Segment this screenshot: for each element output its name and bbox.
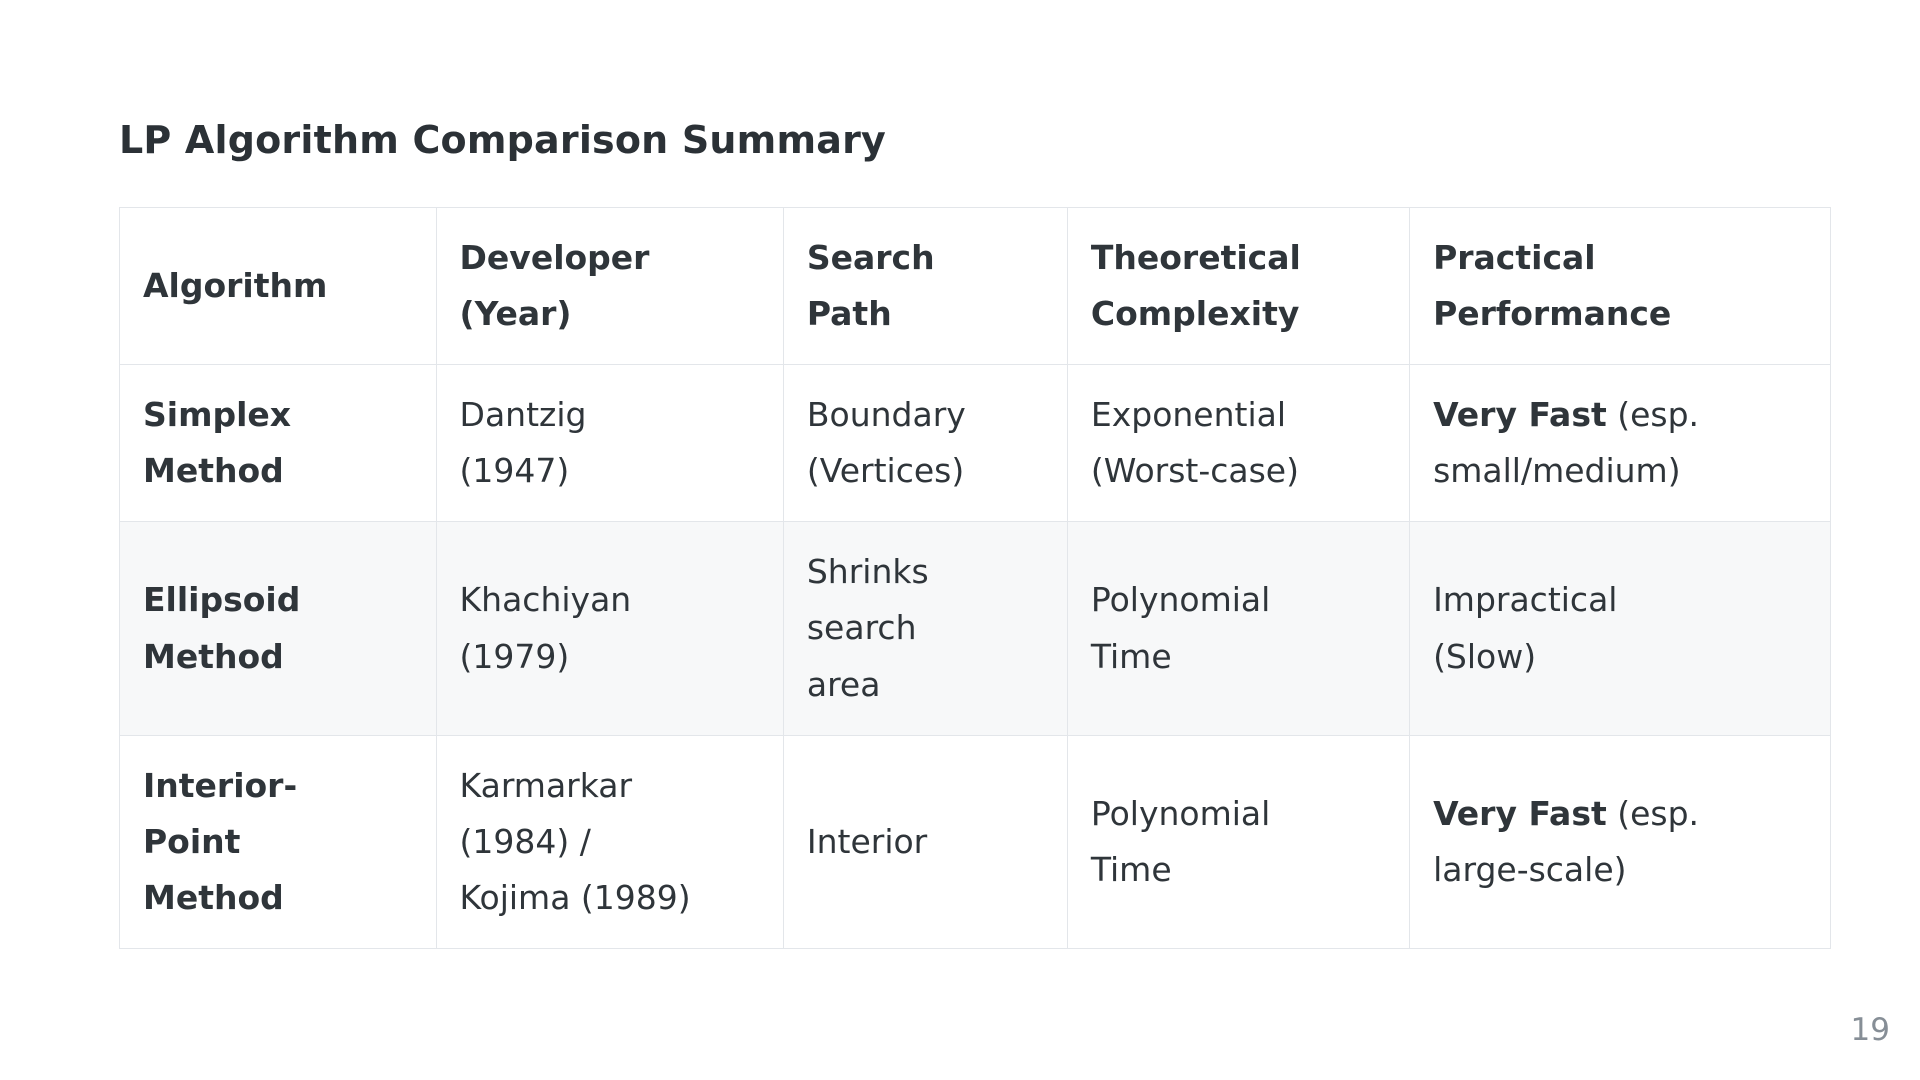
table-row: Interior-Point Method Karmarkar (1984) /…	[119, 734, 1831, 949]
performance-detail: (esp. large-scale)	[1433, 793, 1700, 889]
cell-complexity: Exponential (Worst-case)	[1066, 364, 1411, 523]
cell-developer: Khachiyan (1979)	[435, 521, 784, 736]
table-row: Ellipsoid Method Khachiyan (1979) Shrink…	[119, 521, 1831, 736]
column-header-complexity: Theoretical Complexity	[1066, 206, 1411, 366]
cell-complexity: Polynomial Time	[1066, 521, 1411, 736]
cell-algorithm: Ellipsoid Method	[119, 521, 437, 736]
cell-search-path: Boundary (Vertices)	[782, 364, 1068, 523]
cell-performance: Very Fast (esp. small/medium)	[1409, 364, 1831, 523]
column-header-performance: Practical Performance	[1409, 206, 1831, 366]
cell-complexity: Polynomial Time	[1066, 734, 1411, 949]
cell-developer: Dantzig (1947)	[435, 364, 784, 523]
cell-performance: Very Fast (esp. large-scale)	[1409, 734, 1831, 949]
table-header-row: Algorithm Developer (Year) Search Path T…	[119, 206, 1831, 366]
page-title: LP Algorithm Comparison Summary	[119, 118, 887, 162]
table-row: Simplex Method Dantzig (1947) Boundary (…	[119, 364, 1831, 523]
column-header-developer: Developer (Year)	[435, 206, 784, 366]
performance-emphasis: Very Fast	[1433, 793, 1607, 833]
comparison-table-container: Algorithm Developer (Year) Search Path T…	[119, 206, 1831, 949]
cell-search-path: Shrinks search area	[782, 521, 1068, 736]
cell-algorithm: Simplex Method	[119, 364, 437, 523]
column-header-algorithm: Algorithm	[119, 206, 437, 366]
performance-emphasis: Very Fast	[1433, 395, 1607, 435]
column-header-search-path: Search Path	[782, 206, 1068, 366]
cell-search-path: Interior	[782, 734, 1068, 949]
performance-detail: Impractical (Slow)	[1433, 580, 1618, 676]
cell-developer: Karmarkar (1984) / Kojima (1989)	[435, 734, 784, 949]
cell-performance: Impractical (Slow)	[1409, 521, 1831, 736]
page-number: 19	[1850, 1012, 1890, 1048]
comparison-table: Algorithm Developer (Year) Search Path T…	[119, 206, 1831, 949]
cell-algorithm: Interior-Point Method	[119, 734, 437, 949]
performance-detail: (esp. small/medium)	[1433, 395, 1700, 491]
